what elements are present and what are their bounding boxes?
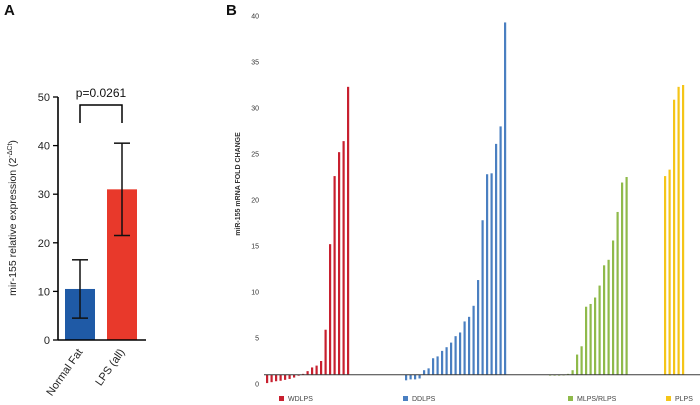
bar-mlps-rlps bbox=[616, 211, 619, 375]
panel-b-letter: B bbox=[226, 2, 237, 19]
bar-mlps-rlps bbox=[607, 259, 610, 375]
y-tick-label: 30 bbox=[251, 106, 259, 113]
legend-swatch bbox=[568, 396, 573, 401]
y-tick-label: 40 bbox=[251, 14, 259, 21]
y-tick-label: 0 bbox=[255, 382, 259, 389]
bar-ddlps bbox=[418, 374, 421, 379]
bar-ddlps bbox=[504, 22, 507, 375]
bar-wdlps bbox=[347, 86, 350, 375]
y-axis-label-end: ) bbox=[7, 140, 19, 144]
bar-wdlps bbox=[324, 329, 327, 375]
y-tick-label: 15 bbox=[251, 244, 259, 251]
bar-ddlps bbox=[423, 370, 426, 375]
bar-ddlps bbox=[454, 336, 457, 375]
bar-mlps-rlps bbox=[621, 182, 624, 375]
bar-ddlps bbox=[459, 332, 462, 375]
p-value-annotation: p=0.0261 bbox=[76, 86, 127, 100]
y-axis-label: mir-155 relative expression (2-ΔCt) bbox=[7, 140, 19, 296]
bar-plps bbox=[668, 169, 671, 375]
x-tick-label: Normal Fat bbox=[44, 347, 85, 398]
legend-label: PLPS bbox=[675, 396, 693, 403]
bar-plps bbox=[673, 99, 676, 375]
bar-ddlps bbox=[472, 305, 475, 375]
bar-mlps-rlps bbox=[580, 346, 583, 375]
bar-ddlps bbox=[409, 374, 412, 380]
bar-ddlps bbox=[490, 173, 493, 375]
y-tick-label: 30 bbox=[38, 189, 50, 201]
panel-a-letter: A bbox=[4, 2, 15, 19]
bar-wdlps bbox=[284, 374, 287, 380]
bar-wdlps bbox=[266, 374, 269, 384]
y-axis-label-sup: -ΔCt bbox=[7, 144, 14, 158]
bar-wdlps bbox=[333, 176, 336, 375]
bar-mlps-rlps bbox=[594, 297, 597, 375]
bar-ddlps bbox=[468, 316, 471, 375]
y-tick-label: 20 bbox=[251, 198, 259, 205]
y-tick-label: 40 bbox=[38, 141, 50, 153]
bar-ddlps bbox=[436, 356, 439, 375]
legend-swatch bbox=[279, 396, 284, 401]
legend-label: WDLPS bbox=[288, 396, 313, 403]
y-tick-label: 25 bbox=[251, 152, 259, 159]
bar-wdlps bbox=[293, 374, 296, 378]
bar-wdlps bbox=[306, 371, 309, 375]
bar-ddlps bbox=[441, 350, 444, 375]
bar-wdlps bbox=[338, 152, 341, 375]
legend-label: DDLPS bbox=[412, 396, 436, 403]
bar-mlps-rlps bbox=[589, 303, 592, 375]
bar-mlps-rlps bbox=[585, 306, 588, 375]
bar-wdlps bbox=[329, 244, 332, 375]
y-tick-label: 20 bbox=[38, 238, 50, 250]
bar-mlps-rlps bbox=[625, 177, 628, 375]
y-axis-label-main: mir-155 relative expression (2 bbox=[7, 157, 19, 295]
legend-swatch bbox=[666, 396, 671, 401]
bar-mlps-rlps bbox=[598, 285, 601, 375]
bar-ddlps bbox=[481, 220, 484, 375]
x-tick-label: LPS (all) bbox=[93, 347, 127, 388]
y-tick-label: 50 bbox=[38, 92, 50, 104]
bar-ddlps bbox=[463, 321, 466, 375]
bar-wdlps bbox=[315, 365, 318, 375]
panel-a-chart: 0 10 20 30 40 50 Normal Fat LPS (all) p=0.0261 mi… bbox=[7, 86, 146, 398]
y-axis-label: miR-155 mRNA FOLD CHANGE bbox=[235, 132, 242, 236]
bar-ddlps bbox=[486, 174, 489, 375]
bar-mlps-rlps bbox=[571, 370, 574, 375]
bar-wdlps bbox=[342, 141, 345, 375]
panel-b-chart: 0 5 10 15 20 25 30 35 40 miR-155 mRNA FOLD CHANGE… bbox=[235, 14, 700, 403]
bar-wdlps bbox=[311, 367, 314, 375]
bar-wdlps bbox=[275, 374, 278, 382]
bar-mlps-rlps bbox=[612, 240, 615, 375]
bar-wdlps bbox=[270, 374, 273, 383]
bar-plps bbox=[682, 85, 685, 375]
y-tick-label: 0 bbox=[44, 335, 50, 347]
legend-label: MLPS/RLPS bbox=[577, 396, 617, 403]
bar-plps bbox=[677, 86, 680, 375]
bar-ddlps bbox=[432, 358, 435, 375]
bar-ddlps bbox=[477, 280, 480, 375]
bar-wdlps bbox=[288, 374, 291, 379]
bar-wdlps bbox=[320, 361, 323, 375]
bar-ddlps bbox=[405, 374, 408, 381]
bar-ddlps bbox=[495, 143, 498, 375]
bar-ddlps bbox=[445, 347, 448, 375]
bar-mlps-rlps bbox=[603, 265, 606, 375]
bar-ddlps bbox=[427, 368, 430, 375]
bar-mlps-rlps bbox=[576, 354, 579, 375]
legend-swatch bbox=[403, 396, 408, 401]
bar-plps bbox=[664, 176, 667, 375]
y-tick-label: 10 bbox=[38, 286, 50, 298]
y-tick-label: 35 bbox=[251, 60, 259, 67]
significance-bracket bbox=[79, 104, 123, 123]
bar-wdlps bbox=[279, 374, 282, 381]
y-tick-label: 5 bbox=[255, 336, 259, 343]
bar-ddlps bbox=[414, 374, 417, 380]
bar-ddlps bbox=[450, 342, 453, 375]
y-tick-label: 10 bbox=[251, 290, 259, 297]
bar-ddlps bbox=[499, 126, 502, 375]
